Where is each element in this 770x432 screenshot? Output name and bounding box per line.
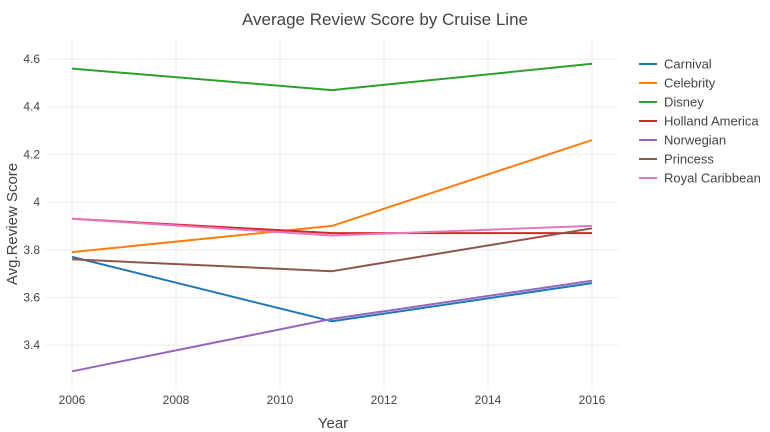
legend-label: Norwegian	[664, 133, 726, 148]
legend: Carnival Celebrity Disney Holland America No…	[639, 57, 761, 186]
y-tick-label: 4.6	[23, 52, 40, 66]
series-line-carnival	[71, 255, 593, 323]
series-line-royal-caribbean	[71, 217, 593, 237]
x-tick-label: 2012	[371, 393, 398, 407]
legend-label: Carnival	[664, 57, 712, 72]
x-tick-label: 2014	[475, 393, 502, 407]
y-tick-label: 4.2	[23, 147, 40, 161]
x-tick-label: 2008	[163, 393, 190, 407]
x-axis-ticks: 2006 2008 2010 2012 2014 2016	[59, 393, 606, 407]
legend-label: Celebrity	[664, 76, 716, 91]
y-tick-label: 3.4	[23, 338, 40, 352]
y-axis-ticks: 3.4 3.6 3.8 4 4.2 4.4 4.6	[23, 52, 40, 352]
series-line-princess	[71, 227, 593, 273]
legend-label: Holland America	[664, 114, 759, 129]
legend-label: Disney	[664, 95, 704, 110]
x-tick-label: 2016	[579, 393, 606, 407]
legend-item-holland-america[interactable]: Holland America	[639, 114, 759, 129]
legend-item-disney[interactable]: Disney	[639, 95, 704, 110]
legend-item-carnival[interactable]: Carnival	[639, 57, 712, 72]
series-line-celebrity	[71, 139, 593, 254]
series-line-norwegian	[71, 279, 593, 373]
legend-item-royal-caribbean[interactable]: Royal Caribbean	[639, 171, 761, 186]
series-lines	[71, 62, 593, 373]
x-axis-title: Year	[318, 415, 348, 432]
chart-title: Average Review Score by Cruise Line	[242, 10, 528, 29]
x-tick-label: 2006	[59, 393, 86, 407]
y-tick-label: 3.6	[23, 290, 40, 304]
y-tick-label: 4	[33, 195, 40, 209]
series-line-disney	[71, 62, 593, 92]
legend-label: Princess	[664, 152, 714, 167]
x-tick-label: 2010	[267, 393, 294, 407]
legend-item-norwegian[interactable]: Norwegian	[639, 133, 726, 148]
y-tick-label: 3.8	[23, 243, 40, 257]
legend-item-princess[interactable]: Princess	[639, 152, 714, 167]
y-axis-title: Avg.Review Score	[4, 163, 21, 285]
grid	[46, 40, 618, 388]
legend-label: Royal Caribbean	[664, 171, 761, 186]
legend-item-celebrity[interactable]: Celebrity	[639, 76, 716, 91]
y-tick-label: 4.4	[23, 100, 40, 114]
